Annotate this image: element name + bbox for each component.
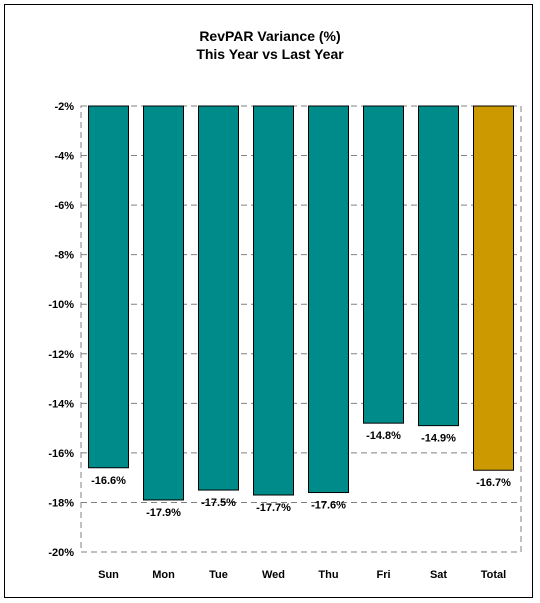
chart-title-line-1: RevPAR Variance (%) xyxy=(199,28,341,44)
x-tick-label: Sat xyxy=(430,569,447,581)
bar xyxy=(308,105,349,494)
bar xyxy=(143,105,184,501)
bar xyxy=(198,105,239,491)
bars xyxy=(88,105,514,501)
bar xyxy=(88,105,129,469)
data-label: -17.6% xyxy=(311,500,346,512)
chart-title: RevPAR Variance (%) This Year vs Last Ye… xyxy=(0,27,540,63)
x-tick-label: Sun xyxy=(98,569,119,581)
x-tick-label: Wed xyxy=(262,569,285,581)
bar xyxy=(418,105,459,427)
x-tick-label: Mon xyxy=(152,569,175,581)
y-tick-label: -14% xyxy=(48,398,74,410)
y-tick-label: -6% xyxy=(54,200,74,212)
y-axis-tick-labels: -2% -4% -6% -8% -10% -12% -14% -16% -18% -20% xyxy=(48,101,74,559)
data-label: -16.7% xyxy=(476,477,511,489)
y-tick-label: -4% xyxy=(54,151,74,163)
chart-title-line-2: This Year vs Last Year xyxy=(196,46,344,62)
x-tick-label: Thu xyxy=(318,569,338,581)
data-label: -17.7% xyxy=(256,502,291,514)
data-label: -14.9% xyxy=(421,433,456,445)
y-tick-label: -12% xyxy=(48,349,74,361)
bar xyxy=(363,105,404,424)
y-tick-label: -2% xyxy=(54,101,74,113)
x-axis-tick-labels: Sun Mon Tue Wed Thu Fri Sat Total xyxy=(98,569,506,581)
bar xyxy=(253,105,294,496)
data-label: -14.8% xyxy=(366,430,401,442)
y-tick-label: -18% xyxy=(48,497,74,509)
data-labels: -16.6% -17.9% -17.5% -17.7% -17.6% -14.8% -14.… xyxy=(91,430,511,519)
data-label: -17.9% xyxy=(146,507,181,519)
bar-total xyxy=(473,105,514,471)
data-label: -16.6% xyxy=(91,475,126,487)
x-tick-label: Total xyxy=(481,569,506,581)
y-tick-label: -20% xyxy=(48,547,74,559)
y-tick-label: -8% xyxy=(54,250,74,262)
x-tick-label: Fri xyxy=(376,569,390,581)
data-label: -17.5% xyxy=(201,497,236,509)
y-tick-label: -16% xyxy=(48,448,74,460)
y-tick-label: -10% xyxy=(48,299,74,311)
x-tick-label: Tue xyxy=(209,569,228,581)
